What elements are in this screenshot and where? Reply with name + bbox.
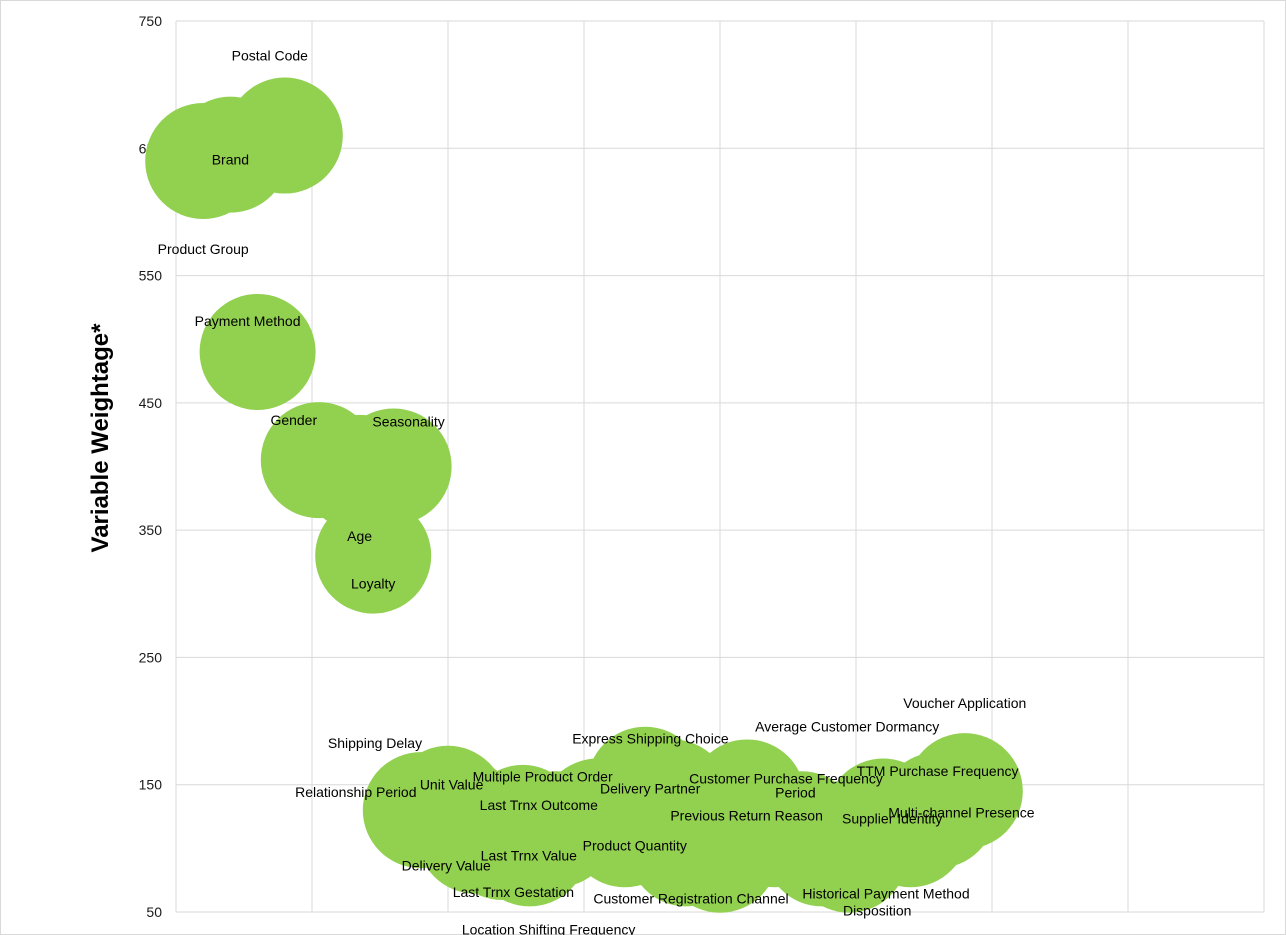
bubble-label: Voucher Application: [903, 695, 1026, 711]
bubble: [315, 497, 432, 614]
bubble-label: TTM Purchase Frequency: [857, 763, 1019, 779]
bubble-label: Shipping Delay: [328, 735, 422, 751]
bubble-label: Payment Method: [195, 313, 301, 329]
y-tick-label: 50: [146, 904, 162, 920]
bubble-label: Loyalty: [351, 576, 395, 592]
bubble-label: Unit Value: [420, 777, 484, 793]
bubble: [906, 733, 1023, 850]
bubbles: [145, 77, 1023, 913]
bubble-label: Supplier Identity: [842, 811, 942, 827]
bubble-label: Previous Return Reason: [670, 807, 823, 823]
bubble-label: Multiple Product Order: [473, 769, 613, 785]
bubble-label: Customer Purchase Frequency: [689, 771, 883, 787]
bubble-label: Age: [347, 528, 372, 544]
y-axis-title: Variable Weightage*: [87, 323, 114, 553]
bubble-label: Disposition: [843, 903, 911, 919]
bubble-label: Historical Payment Method: [802, 885, 969, 901]
bubble-labels: Product Group Brand Postal Code Payment Met…: [158, 48, 1035, 935]
bubble-label: Last Trnx Outcome: [480, 797, 598, 813]
bubble-label: Period: [775, 784, 815, 800]
bubble-label: Delivery Value: [402, 858, 491, 874]
y-tick-label: 450: [139, 395, 163, 411]
bubble-label: Customer Registration Channel: [593, 890, 788, 906]
bubble-label: Express Shipping Choice: [572, 730, 729, 746]
bubble-label: Brand: [212, 152, 249, 168]
bubble-label: Seasonality: [372, 414, 444, 430]
bubble-label: Postal Code: [232, 48, 308, 64]
bubble-label: Last Trnx Value: [481, 847, 577, 863]
y-tick-label: 350: [139, 522, 163, 538]
bubble: [226, 77, 343, 194]
bubble-label: Location Shifting Frequency: [462, 921, 636, 935]
y-tick-label: 550: [139, 268, 163, 284]
bubble-label: Product Group: [158, 241, 249, 257]
y-tick-label: 750: [139, 13, 163, 29]
bubble: [335, 408, 452, 525]
bubble-label: Relationship Period: [295, 784, 416, 800]
y-tick-label: 150: [139, 777, 163, 793]
bubble-label: Multi-channel Presence: [888, 804, 1035, 820]
bubble: [199, 293, 316, 410]
bubble-label: Average Customer Dormancy: [755, 718, 939, 734]
bubble-label: Product Quantity: [583, 837, 687, 853]
y-tick-label: 250: [139, 649, 163, 665]
bubble-label: Delivery Partner: [600, 781, 701, 797]
bubble-label: Gender: [270, 412, 317, 428]
bubble-label: Last Trnx Gestation: [453, 884, 574, 900]
y-axis-ticks: 50150250350450550650750: [139, 13, 163, 920]
